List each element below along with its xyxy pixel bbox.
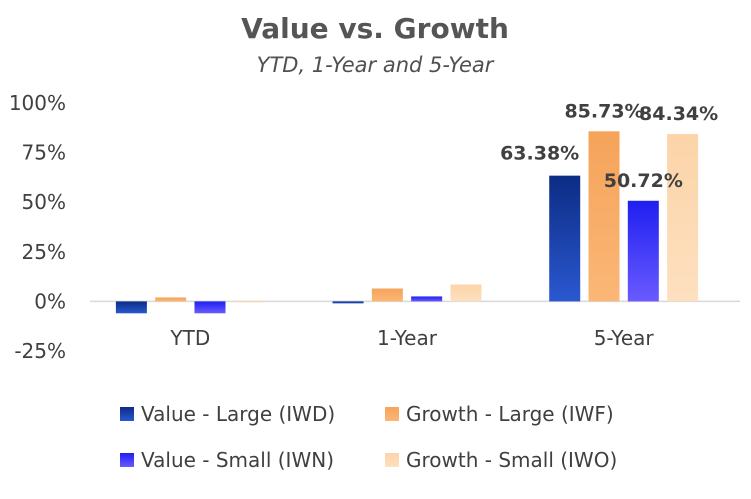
category-label: 5-Year [594, 326, 655, 350]
bar-5-year-series-3 [627, 200, 659, 302]
legend-swatch [120, 453, 134, 467]
data-label: 85.73% [564, 100, 643, 122]
category-labels: YTD 1-Year 5-Year [169, 326, 654, 350]
data-label: 63.38% [500, 143, 579, 165]
bars [115, 131, 699, 314]
bar-ytd-series-3 [194, 301, 226, 314]
y-tick-label: 25% [22, 240, 66, 264]
y-axis: 100% 75% 50% 25% 0% -25% [9, 91, 66, 363]
legend-swatch [385, 407, 399, 421]
legend-item: Value - Large (IWD) [120, 402, 335, 426]
y-tick-label: 75% [22, 141, 66, 165]
bar-ytd-series-2 [155, 297, 187, 302]
y-tick-label: -25% [14, 339, 66, 363]
bar-1-year-series-3 [411, 296, 443, 302]
category-label: 1-Year [377, 326, 438, 350]
bar-1-year-series-4 [450, 284, 482, 302]
y-tick-label: 50% [22, 190, 66, 214]
data-label: 84.34% [639, 103, 718, 125]
chart-title: Value vs. Growth [241, 12, 509, 45]
bar-1-year-series-1 [332, 301, 364, 304]
legend-label: Value - Small (IWN) [141, 448, 334, 472]
y-tick-label: 0% [34, 289, 66, 313]
y-tick-label: 100% [9, 91, 66, 115]
bar-1-year-series-2 [371, 288, 403, 302]
chart-subtitle: YTD, 1-Year and 5-Year [257, 53, 495, 77]
legend-item: Value - Small (IWN) [120, 448, 334, 472]
legend: Value - Large (IWD) Growth - Large (IWF) V… [120, 402, 617, 472]
legend-item: Growth - Small (IWO) [385, 448, 617, 472]
legend-label: Value - Large (IWD) [141, 402, 335, 426]
legend-swatch [385, 453, 399, 467]
data-labels: 63.38% 85.73% 50.72% 84.34% [500, 100, 718, 191]
data-label: 50.72% [604, 170, 683, 192]
legend-swatch [120, 407, 134, 421]
legend-label: Growth - Small (IWO) [406, 448, 617, 472]
bar-5-year-series-2 [588, 131, 620, 302]
legend-item: Growth - Large (IWF) [385, 402, 614, 426]
bar-ytd-series-4 [233, 301, 265, 303]
category-label: YTD [169, 326, 210, 350]
bar-5-year-series-1 [549, 175, 581, 302]
bar-5-year-series-4 [667, 134, 699, 302]
legend-label: Growth - Large (IWF) [406, 402, 614, 426]
bar-ytd-series-1 [115, 301, 147, 314]
